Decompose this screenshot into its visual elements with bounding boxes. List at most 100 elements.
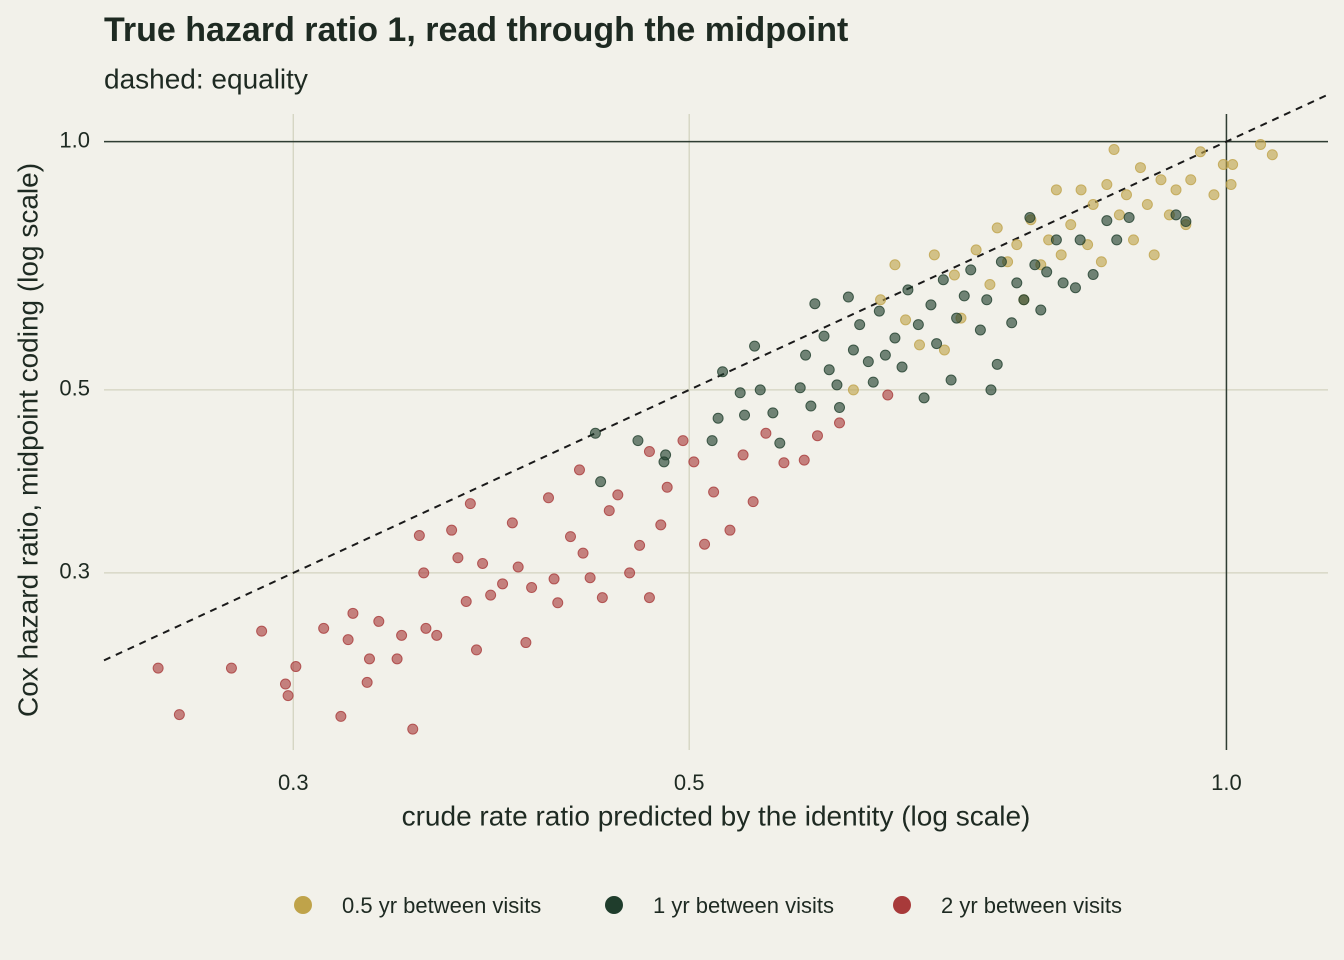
point	[706, 435, 718, 447]
point	[256, 625, 268, 637]
point	[318, 622, 330, 634]
point	[1041, 266, 1053, 278]
point	[1113, 209, 1125, 221]
point	[1120, 189, 1132, 201]
point	[974, 324, 986, 336]
point	[643, 446, 655, 458]
point	[800, 349, 812, 361]
point	[418, 567, 430, 579]
point	[1087, 198, 1099, 210]
point	[970, 244, 982, 256]
point	[965, 264, 977, 276]
point	[1185, 174, 1197, 186]
point	[1170, 209, 1182, 221]
point	[931, 338, 943, 350]
point	[603, 505, 615, 517]
point	[335, 710, 347, 722]
point	[918, 392, 930, 404]
point	[1050, 184, 1062, 196]
point	[497, 578, 509, 590]
point	[225, 662, 237, 674]
point	[798, 454, 810, 466]
point	[1006, 317, 1018, 329]
point	[173, 709, 185, 721]
point	[774, 437, 786, 449]
point	[1075, 184, 1087, 196]
point	[882, 389, 894, 401]
point	[1024, 212, 1036, 224]
y-tick-label: 0.3	[59, 559, 90, 584]
point	[564, 531, 576, 543]
point	[958, 290, 970, 302]
point	[391, 653, 403, 665]
point	[737, 449, 749, 461]
point	[431, 629, 443, 641]
point	[1057, 277, 1069, 289]
point	[407, 723, 419, 735]
point	[1141, 198, 1153, 210]
point	[862, 356, 874, 368]
y-tick-label: 0.5	[59, 376, 90, 401]
point	[470, 644, 482, 656]
point	[699, 538, 711, 550]
point	[811, 430, 823, 442]
point	[951, 312, 963, 324]
point	[794, 382, 806, 394]
point	[552, 597, 564, 609]
point	[589, 427, 601, 439]
point	[873, 305, 885, 317]
point	[279, 678, 291, 690]
point	[1101, 179, 1113, 191]
point	[902, 284, 914, 296]
point	[985, 384, 997, 396]
point	[452, 552, 464, 564]
point	[477, 557, 489, 569]
point	[1095, 256, 1107, 268]
point	[363, 653, 375, 665]
point	[1170, 184, 1182, 196]
point	[342, 634, 354, 646]
point	[938, 344, 950, 356]
point	[577, 547, 589, 559]
point	[712, 412, 724, 424]
point	[818, 330, 830, 342]
point	[1087, 269, 1099, 281]
x-tick-label: 1.0	[1211, 770, 1242, 795]
point	[879, 349, 891, 361]
point	[506, 517, 518, 529]
point	[1011, 239, 1023, 251]
point	[1018, 294, 1030, 306]
point	[842, 291, 854, 303]
point	[1134, 162, 1146, 174]
point	[805, 400, 817, 412]
point	[1108, 144, 1120, 156]
point	[925, 299, 937, 311]
point	[708, 486, 720, 498]
point	[413, 530, 425, 542]
point	[724, 524, 736, 536]
point	[361, 676, 373, 688]
point	[867, 376, 879, 388]
point	[809, 298, 821, 310]
point	[526, 582, 538, 594]
point	[290, 661, 302, 673]
chart-title: True hazard ratio 1, read through the mi…	[104, 11, 848, 49]
point	[1155, 174, 1167, 186]
point	[1225, 179, 1237, 191]
point	[995, 256, 1007, 268]
point	[834, 402, 846, 414]
point	[1227, 159, 1239, 171]
point	[573, 464, 585, 476]
point	[460, 595, 472, 607]
point	[420, 622, 432, 634]
legend-label: 0.5 yr between visits	[342, 893, 541, 918]
point	[1194, 146, 1206, 158]
point	[520, 637, 532, 649]
point	[373, 615, 385, 627]
point	[1217, 159, 1229, 171]
point	[834, 417, 846, 429]
x-axis-title: crude rate ratio predicted by the identi…	[402, 800, 1031, 831]
point	[739, 409, 751, 421]
point	[948, 269, 960, 281]
y-tick-label: 1.0	[59, 127, 90, 152]
